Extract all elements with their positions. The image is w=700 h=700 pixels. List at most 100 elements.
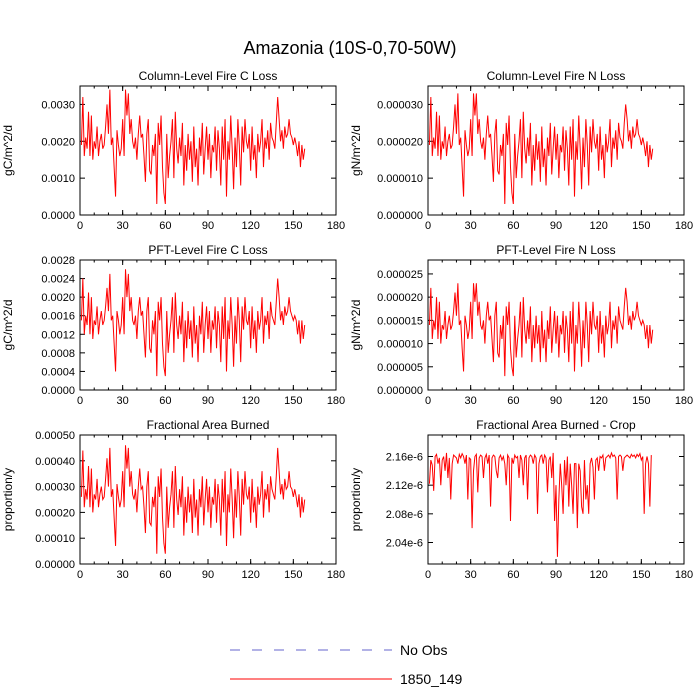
y-tick-label: 0.0012 [41, 329, 75, 341]
x-tick-label: 120 [589, 395, 607, 407]
y-tick-label: 0.000010 [377, 339, 423, 351]
panel-title: Fractional Area Burned - Crop [476, 418, 636, 432]
figure-title: Amazonia (10S-0,70-50W) [243, 38, 456, 58]
y-axis-label: gN/m^2/d [349, 125, 363, 176]
x-tick-label: 60 [159, 220, 171, 232]
y-tick-label: 2.16e-6 [386, 452, 423, 464]
x-tick-label: 30 [465, 395, 477, 407]
x-tick-label: 120 [589, 569, 607, 581]
x-tick-label: 180 [327, 395, 345, 407]
x-tick-label: 0 [425, 395, 431, 407]
x-tick-label: 180 [327, 569, 345, 581]
x-tick-label: 0 [77, 220, 83, 232]
x-tick-label: 30 [117, 395, 129, 407]
y-tick-label: 0.000030 [377, 99, 423, 111]
x-tick-label: 30 [465, 220, 477, 232]
series-line [428, 451, 652, 557]
y-axis-label: gC/m^2/d [1, 300, 15, 351]
x-tick-label: 90 [550, 395, 562, 407]
x-tick-label: 60 [159, 569, 171, 581]
y-axis-label: proportion/y [1, 468, 15, 531]
x-tick-label: 150 [284, 220, 302, 232]
panel-title: Fractional Area Burned [147, 418, 270, 432]
x-tick-label: 90 [202, 220, 214, 232]
legend-model-label: 1850_149 [400, 671, 463, 687]
x-tick-label: 0 [425, 569, 431, 581]
y-tick-label: 0.0030 [41, 99, 75, 111]
x-tick-label: 30 [117, 569, 129, 581]
x-tick-label: 30 [117, 220, 129, 232]
panel-title: Column-Level Fire C Loss [139, 69, 278, 83]
panel-5: Fractional Area Burned 0 30 60 90 120 150 180 0.… [1, 418, 345, 581]
y-tick-label: 0.0020 [41, 292, 75, 304]
series-line [80, 269, 306, 377]
x-tick-label: 180 [675, 395, 693, 407]
y-tick-label: 0.000020 [377, 292, 423, 304]
y-tick-label: 0.0004 [41, 366, 75, 378]
y-tick-label: 0.00030 [35, 482, 75, 494]
x-tick-label: 120 [589, 220, 607, 232]
x-tick-label: 90 [550, 569, 562, 581]
legend: No Obs 1850_149 [230, 642, 463, 687]
x-tick-label: 150 [632, 395, 650, 407]
y-tick-label: 0.0020 [41, 136, 75, 148]
y-tick-label: 0.000015 [377, 315, 423, 327]
y-tick-label: 0.00000 [35, 559, 75, 571]
y-tick-label: 0.0010 [41, 173, 75, 185]
x-tick-label: 180 [675, 220, 693, 232]
y-tick-label: 0.000010 [377, 173, 423, 185]
series-line [428, 283, 654, 377]
series-line [80, 445, 306, 554]
x-tick-label: 150 [284, 395, 302, 407]
x-tick-label: 120 [241, 395, 259, 407]
panel-title: Column-Level Fire N Loss [487, 69, 626, 83]
y-tick-label: 0.0000 [41, 210, 75, 222]
x-tick-label: 30 [465, 569, 477, 581]
x-tick-label: 120 [241, 569, 259, 581]
panel-title: PFT-Level Fire C Loss [148, 243, 267, 257]
y-tick-label: 0.00010 [35, 533, 75, 545]
y-tick-label: 2.08e-6 [386, 509, 423, 521]
x-tick-label: 60 [507, 395, 519, 407]
x-tick-label: 120 [241, 220, 259, 232]
y-axis-label: proportion/y [349, 468, 363, 531]
legend-obs-label: No Obs [400, 642, 447, 658]
y-tick-label: 0.0016 [41, 311, 75, 323]
x-tick-label: 150 [632, 220, 650, 232]
x-tick-label: 60 [507, 220, 519, 232]
y-tick-label: 2.04e-6 [386, 538, 423, 550]
panel-4: PFT-Level Fire N Loss 0 30 60 90 120 150 180 0.0… [349, 243, 693, 407]
x-tick-label: 90 [202, 395, 214, 407]
x-tick-label: 90 [202, 569, 214, 581]
y-tick-label: 0.0028 [41, 255, 75, 267]
panel-6: Fractional Area Burned - Crop 0 30 60 90 120 1… [349, 418, 693, 581]
y-tick-label: 0.000020 [377, 136, 423, 148]
x-tick-label: 60 [159, 395, 171, 407]
y-tick-label: 0.000025 [377, 269, 423, 281]
x-tick-label: 60 [507, 569, 519, 581]
x-tick-label: 0 [425, 220, 431, 232]
x-tick-label: 0 [77, 395, 83, 407]
series-line [428, 93, 654, 205]
y-tick-label: 0.00040 [35, 456, 75, 468]
panel-1: Column-Level Fire C Loss 0 30 60 90 120 150 180… [1, 69, 345, 232]
x-tick-label: 90 [550, 220, 562, 232]
y-tick-label: 0.000000 [377, 210, 423, 222]
y-tick-label: 0.000000 [377, 385, 423, 397]
panel-3: PFT-Level Fire C Loss 0 30 60 90 120 150 180 0.0… [1, 243, 345, 407]
y-tick-label: 0.0008 [41, 348, 75, 360]
y-tick-label: 0.0024 [41, 274, 75, 286]
y-tick-label: 0.0000 [41, 385, 75, 397]
y-tick-label: 0.00020 [35, 507, 75, 519]
series-line [80, 89, 306, 205]
y-tick-label: 0.000005 [377, 362, 423, 374]
x-tick-label: 180 [675, 569, 693, 581]
x-tick-label: 150 [632, 569, 650, 581]
y-axis-label: gC/m^2/d [1, 125, 15, 176]
y-tick-label: 0.00050 [35, 430, 75, 442]
x-tick-label: 150 [284, 569, 302, 581]
y-axis-label: gN/m^2/d [349, 300, 363, 351]
y-tick-label: 2.12e-6 [386, 480, 423, 492]
x-tick-label: 180 [327, 220, 345, 232]
